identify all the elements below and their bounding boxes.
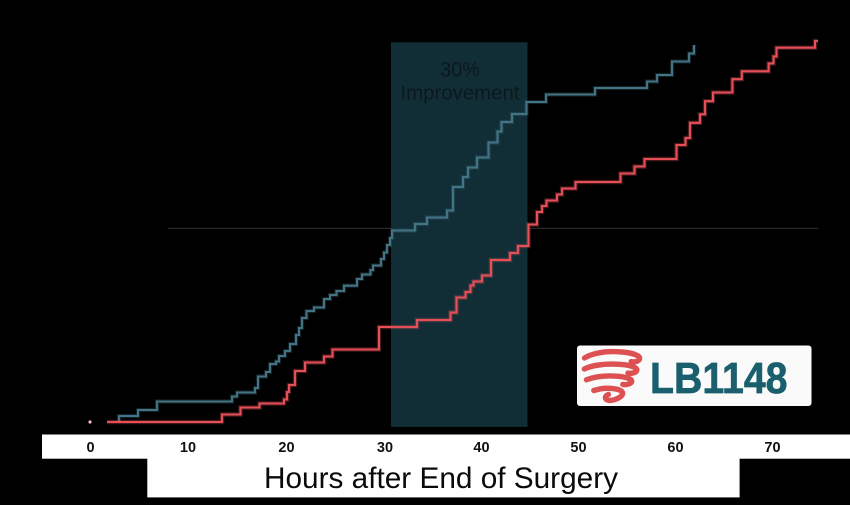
svg-text:Improvement: Improvement xyxy=(401,82,520,105)
svg-text:50: 50 xyxy=(570,440,586,456)
svg-text:60: 60 xyxy=(667,440,683,456)
svg-text:0: 0 xyxy=(87,440,95,456)
svg-text:70: 70 xyxy=(764,440,780,456)
svg-text:20: 20 xyxy=(278,440,294,456)
svg-text:10: 10 xyxy=(180,440,196,456)
svg-text:Hours after End of Surgery: Hours after End of Surgery xyxy=(264,462,618,495)
svg-text:30: 30 xyxy=(377,440,393,456)
svg-text:40: 40 xyxy=(473,440,489,456)
svg-text:LB1148: LB1148 xyxy=(650,354,788,403)
svg-text:30%: 30% xyxy=(440,59,480,82)
